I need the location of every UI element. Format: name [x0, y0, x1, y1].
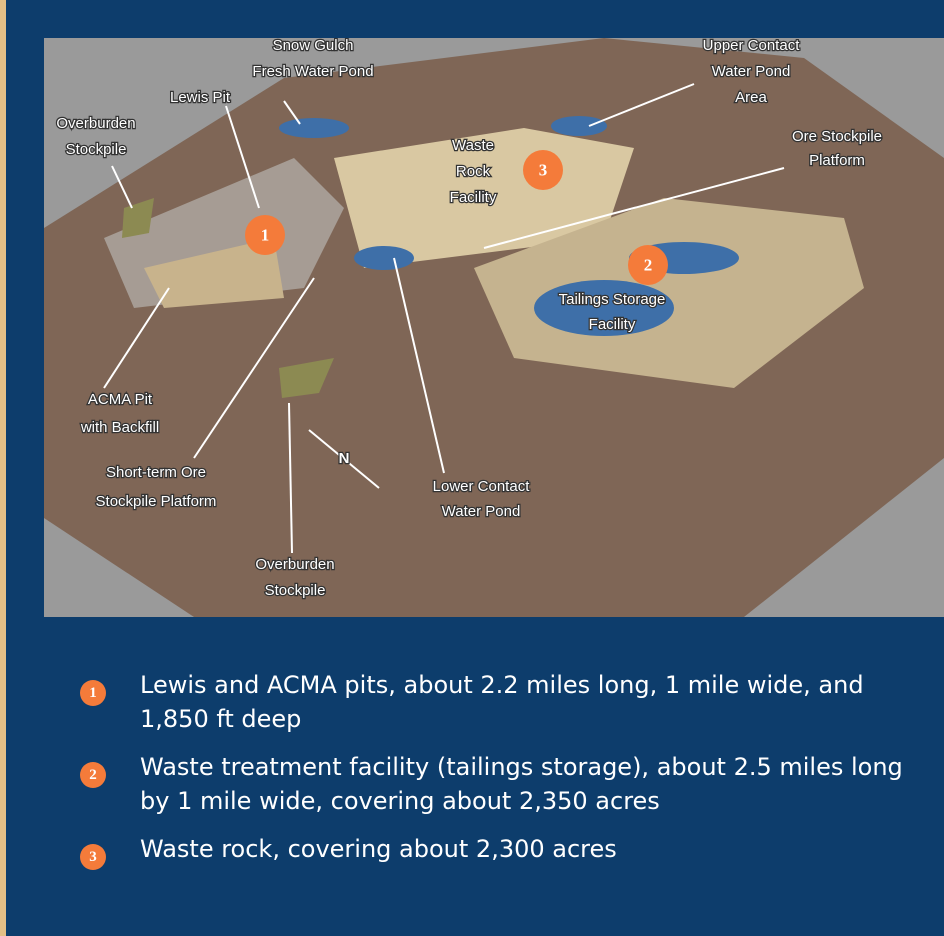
leader-line — [483, 167, 785, 249]
map-label: Overburden — [56, 115, 135, 132]
legend-number: 1 — [80, 680, 106, 706]
leader-line — [588, 83, 695, 127]
map-label: Waste — [452, 137, 494, 154]
leader-line — [225, 105, 260, 209]
legend-text: Waste rock, covering about 2,300 acres — [140, 835, 617, 863]
leader-line — [288, 402, 293, 554]
map-label: Snow Gulch — [273, 38, 354, 54]
legend-item: 3 Waste rock, covering about 2,300 acres — [80, 832, 930, 870]
map-label: Water Pond — [712, 63, 791, 80]
map-label: Overburden — [255, 556, 334, 573]
legend-text: Waste treatment facility (tailings stora… — [140, 753, 903, 815]
marker — [245, 215, 285, 255]
map-label: Stockpile Platform — [96, 493, 217, 510]
map-label: with Backfill — [80, 419, 159, 436]
overburden — [279, 358, 334, 398]
upper-pond — [551, 116, 607, 136]
map-label: ACMA Pit — [88, 391, 153, 408]
map-label: Platform — [809, 152, 865, 169]
map-label: Fresh Water Pond — [252, 63, 373, 80]
lower-pond — [354, 246, 414, 270]
legend-text: Lewis and ACMA pits, about 2.2 miles lon… — [140, 671, 864, 733]
tailings-area — [474, 198, 864, 388]
leader-line — [193, 277, 315, 459]
leader-line — [393, 257, 445, 474]
legend-item: 2 Waste treatment facility (tailings stor… — [80, 750, 930, 818]
map-label: Tailings Storage — [559, 291, 666, 308]
marker-number: 3 — [539, 161, 548, 180]
leader-line — [283, 100, 301, 125]
map-label: Ore Stockpile — [792, 128, 882, 145]
map-label: Stockpile — [66, 141, 127, 158]
overburden — [122, 198, 154, 238]
tailings-pond — [534, 280, 674, 336]
leader-line — [103, 287, 170, 389]
map-label: Short-term Ore — [106, 464, 206, 481]
legend-number: 3 — [80, 844, 106, 870]
map-label: Area — [735, 89, 767, 106]
legend: 1 Lewis and ACMA pits, about 2.2 miles lo… — [80, 668, 930, 884]
map-label: Facility — [589, 316, 636, 333]
acma-backfill — [144, 238, 284, 308]
site-map: Snow Gulch Fresh Water Pond Lewis Pit Overb… — [44, 38, 944, 617]
marker-number: 2 — [644, 256, 653, 275]
marker — [628, 245, 668, 285]
map-label: Facility — [450, 189, 497, 206]
map-label: Rock — [456, 163, 491, 180]
leaders — [103, 83, 785, 554]
marker — [523, 150, 563, 190]
map-label: Lewis Pit — [170, 89, 231, 106]
map-label: Stockpile — [265, 582, 326, 599]
legend-number: 2 — [80, 762, 106, 788]
compass: N — [339, 450, 350, 467]
marker-number: 1 — [261, 226, 270, 245]
map-label: Water Pond — [442, 503, 521, 520]
fresh-water-pond — [279, 118, 349, 138]
legend-item: 1 Lewis and ACMA pits, about 2.2 miles lo… — [80, 668, 930, 736]
side-strip — [0, 0, 6, 936]
map-label: Lower Contact — [433, 478, 531, 495]
leader-line — [111, 165, 133, 209]
map-label: Upper Contact — [703, 38, 801, 54]
compass-line — [308, 429, 380, 489]
